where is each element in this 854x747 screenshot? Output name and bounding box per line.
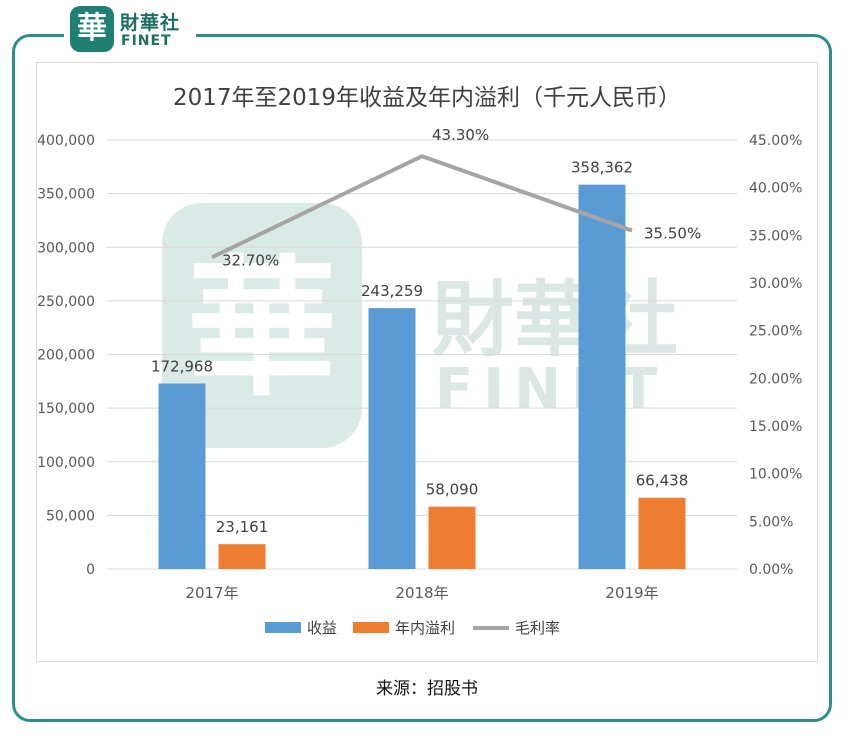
legend-swatch — [265, 622, 301, 633]
line-data-label: 35.50% — [644, 225, 701, 243]
chart-area: 華 財華社 FINET 2017年至2019年收益及年内溢利（千元人民币） 0 5… — [36, 62, 818, 662]
bar-data-label: 58,090 — [426, 481, 479, 499]
left-tick-label: 250,000 — [37, 294, 95, 310]
x-tick-label: 2018年 — [395, 584, 448, 602]
legend-label: 收益 — [307, 619, 337, 637]
source-note: 来源：招股书 — [376, 679, 478, 699]
card-frame — [12, 34, 832, 722]
line-data-label: 43.30% — [432, 126, 489, 144]
left-tick-label: 300,000 — [37, 240, 95, 256]
combo-chart: 華 財華社 FINET 2017年至2019年收益及年内溢利（千元人民币） 0 5… — [37, 85, 802, 637]
brand-logo: 華 財華社 FINET — [64, 4, 196, 56]
logo-name-cn: 財華社 — [120, 12, 181, 34]
right-tick-label: 0.00% — [749, 562, 793, 578]
left-tick-label: 200,000 — [37, 348, 95, 364]
right-tick-label: 25.00% — [749, 324, 802, 340]
left-tick-label: 350,000 — [37, 187, 95, 203]
legend-swatch — [353, 622, 389, 633]
watermark-badge — [162, 203, 362, 448]
bar-profit — [638, 497, 686, 569]
bar-data-label: 243,259 — [361, 282, 423, 300]
bar-revenue — [158, 383, 206, 569]
data-labels: 172,968 23,161 243,259 58,090 358,362 66,438 3… — [151, 126, 701, 536]
left-tick-label: 100,000 — [37, 455, 95, 471]
line-data-label: 32.70% — [222, 251, 279, 269]
bar-revenue — [578, 184, 626, 570]
watermark-glyph: 華 — [187, 241, 337, 417]
logo-name-en: FINET — [121, 33, 172, 49]
right-tick-label: 35.00% — [749, 228, 802, 244]
right-tick-label: 45.00% — [749, 133, 802, 149]
left-tick-label: 400,000 — [37, 133, 95, 149]
bar-data-label: 23,161 — [216, 518, 269, 536]
left-tick-label: 0 — [86, 562, 95, 578]
right-tick-label: 10.00% — [749, 467, 802, 483]
bar-profit — [428, 506, 476, 569]
margin-line — [211, 154, 633, 260]
bar-data-label: 66,438 — [636, 472, 689, 490]
left-tick-label: 50,000 — [46, 508, 95, 524]
x-axis-ticks: 2017年 2018年 2019年 — [185, 584, 658, 602]
legend-label: 年内溢利 — [395, 619, 455, 637]
logo-badge: 華 — [70, 6, 114, 52]
right-tick-label: 40.00% — [749, 181, 802, 197]
margin-line-path — [211, 154, 633, 260]
gridlines — [107, 139, 737, 570]
bar-data-label: 172,968 — [151, 357, 213, 375]
legend: 收益 年内溢利 毛利率 — [265, 619, 560, 637]
right-axis-ticks: 0.00% 5.00% 10.00% 15.00% 20.00% 25.00% 30.00%… — [749, 133, 802, 578]
x-tick-label: 2017年 — [185, 584, 238, 602]
right-tick-label: 15.00% — [749, 419, 802, 435]
right-tick-label: 20.00% — [749, 371, 802, 387]
watermark-name-cn: 財華社 — [432, 273, 678, 368]
bar-data-label: 358,362 — [571, 159, 633, 177]
watermark-name-en: FINET — [435, 357, 667, 422]
right-tick-label: 5.00% — [749, 514, 793, 530]
x-tick-label: 2019年 — [605, 584, 658, 602]
bars — [158, 184, 686, 570]
legend-label: 毛利率 — [515, 619, 560, 637]
chart-title: 2017年至2019年收益及年内溢利（千元人民币） — [173, 85, 681, 111]
left-axis-ticks: 0 50,000 100,000 150,000 200,000 250,000 300,0… — [37, 133, 95, 578]
right-tick-label: 30.00% — [749, 276, 802, 292]
left-tick-label: 150,000 — [37, 401, 95, 417]
bar-revenue — [368, 308, 416, 569]
bar-profit — [218, 544, 266, 569]
